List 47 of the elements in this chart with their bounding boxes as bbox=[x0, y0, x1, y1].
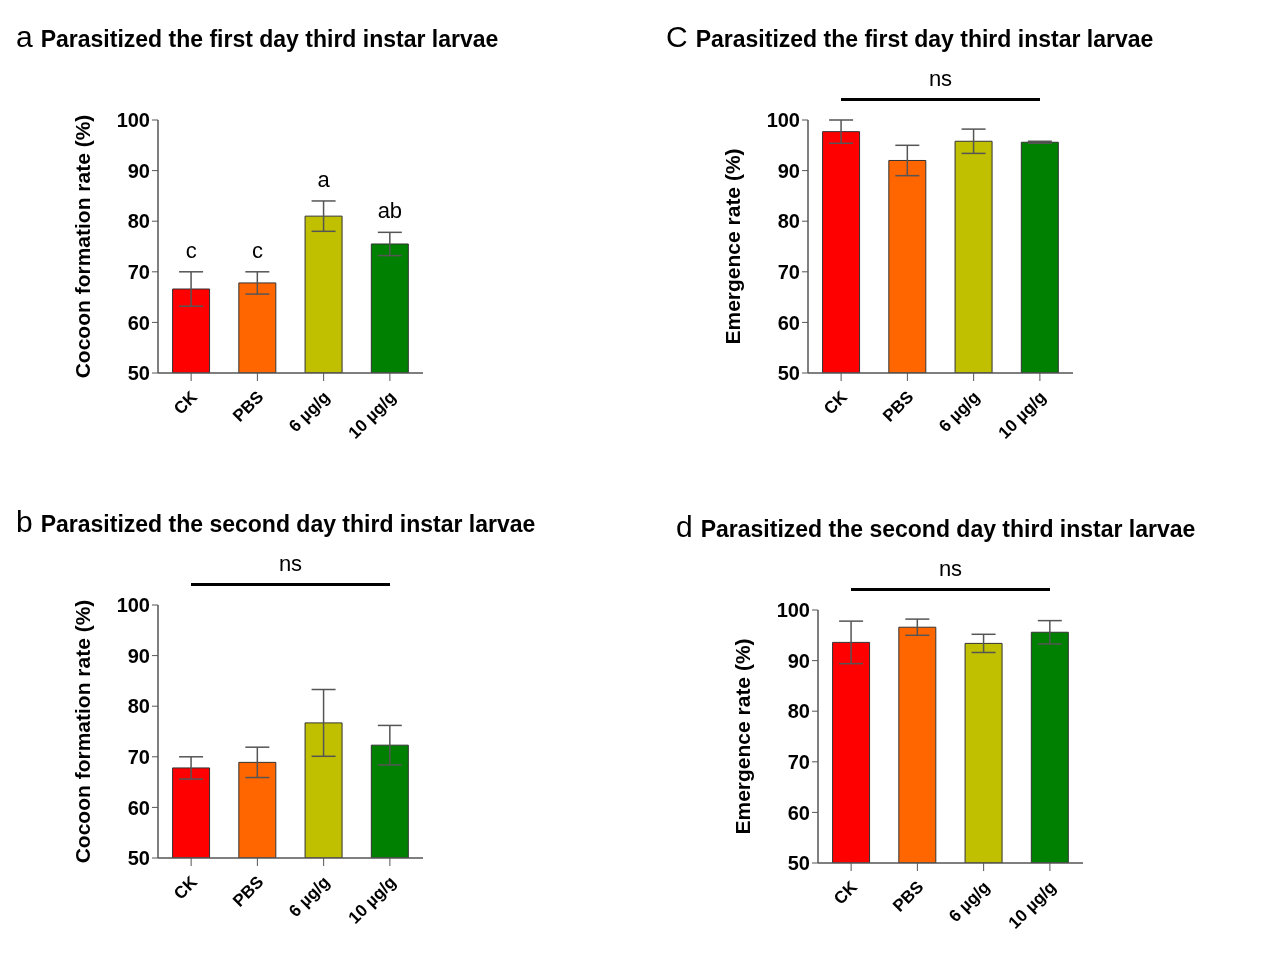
y-tick-label: 80 bbox=[787, 700, 810, 723]
chart-title: Parasitized the second day third instar larvae bbox=[700, 516, 1196, 543]
chart-title: Parasitized the first day third instar larvae bbox=[695, 26, 1154, 53]
text: ns bbox=[927, 66, 954, 92]
y-tick-label: 50 bbox=[127, 847, 150, 870]
y-tick-label: 70 bbox=[787, 750, 810, 773]
y-tick-label: 50 bbox=[127, 362, 150, 385]
y-tick-label: 50 bbox=[777, 362, 800, 385]
annotation: a bbox=[317, 166, 331, 192]
text: a bbox=[16, 20, 33, 54]
y-tick-label: 80 bbox=[127, 210, 150, 233]
text: ns bbox=[277, 551, 304, 577]
y-axis-title: Emergence rate (%) bbox=[730, 638, 754, 835]
y-tick-label: 70 bbox=[127, 745, 150, 768]
y-tick-label: 80 bbox=[777, 210, 800, 233]
y-tick-label: 70 bbox=[127, 260, 150, 283]
annotation: c bbox=[251, 237, 263, 263]
y-tick-label: 60 bbox=[127, 311, 150, 334]
text: C bbox=[666, 20, 688, 54]
y-axis-title: Emergence rate (%) bbox=[720, 148, 744, 345]
y-tick-label: 60 bbox=[787, 801, 810, 824]
y-tick-label: 90 bbox=[787, 649, 810, 672]
x-tick-label: CK bbox=[830, 876, 862, 909]
text: d bbox=[676, 510, 693, 544]
annotation: ab bbox=[377, 198, 403, 224]
y-tick-label: 60 bbox=[777, 311, 800, 334]
y-tick-label: 60 bbox=[127, 796, 150, 819]
y-tick-label: 100 bbox=[116, 594, 150, 617]
annotation: c bbox=[185, 237, 197, 263]
text: ns bbox=[937, 556, 964, 582]
chart-title: Parasitized the second day third instar larvae bbox=[40, 511, 536, 538]
y-tick-label: 50 bbox=[787, 852, 810, 875]
y-tick-label: 80 bbox=[127, 695, 150, 718]
y-tick-label: 90 bbox=[127, 159, 150, 182]
chart-title: Parasitized the first day third instar larvae bbox=[40, 26, 499, 53]
y-tick-label: 100 bbox=[776, 599, 810, 622]
y-tick-label: 90 bbox=[127, 644, 150, 667]
x-tick-label: CK bbox=[170, 871, 202, 904]
y-axis-title: Cocoon formation rate (%) bbox=[70, 114, 94, 379]
y-tick-label: 100 bbox=[766, 109, 800, 132]
x-tick-label: CK bbox=[170, 386, 202, 419]
y-tick-label: 70 bbox=[777, 260, 800, 283]
y-axis-title: Cocoon formation rate (%) bbox=[70, 599, 94, 864]
text: b bbox=[16, 505, 33, 539]
y-tick-label: 100 bbox=[116, 109, 150, 132]
y-tick-label: 90 bbox=[777, 159, 800, 182]
x-tick-label: CK bbox=[820, 386, 852, 419]
